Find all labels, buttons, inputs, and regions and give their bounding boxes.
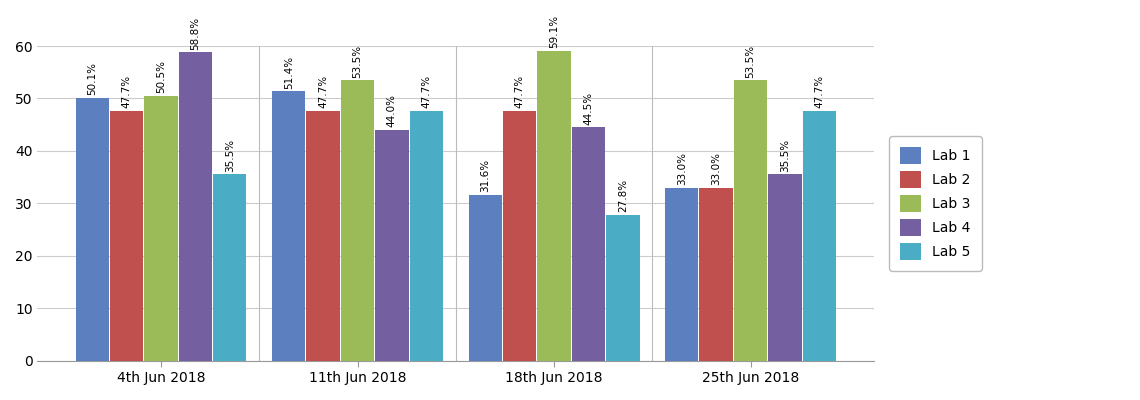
Bar [109,110,144,360]
Bar [409,110,443,360]
Text: 58.8%: 58.8% [190,17,201,50]
Text: 27.8%: 27.8% [618,179,628,212]
Text: 31.6%: 31.6% [480,159,490,192]
Bar [179,52,212,360]
Bar [734,80,767,360]
Bar [700,188,733,360]
Bar [469,195,502,360]
Text: 51.4%: 51.4% [284,56,294,88]
Bar [75,98,109,360]
Bar [537,51,571,360]
Bar [341,80,374,360]
Bar [803,110,836,360]
Text: 44.5%: 44.5% [584,92,594,125]
Text: 53.5%: 53.5% [352,44,363,78]
Text: 47.7%: 47.7% [814,75,824,108]
Bar [145,96,178,360]
Bar [272,91,306,360]
Bar [665,188,699,360]
Bar [606,215,640,360]
Text: 47.7%: 47.7% [318,75,328,108]
Text: 33.0%: 33.0% [711,152,722,185]
Bar [307,110,340,360]
Text: 50.1%: 50.1% [88,62,97,95]
Text: 47.7%: 47.7% [122,75,131,108]
Bar [503,110,536,360]
Bar [572,127,605,360]
Text: 44.0%: 44.0% [386,94,397,127]
Text: 59.1%: 59.1% [549,15,559,48]
Text: 47.7%: 47.7% [514,75,524,108]
Bar [768,174,801,360]
Text: 35.5%: 35.5% [225,139,235,172]
Bar [375,130,408,360]
Text: 53.5%: 53.5% [746,44,756,78]
Text: 47.7%: 47.7% [422,75,431,108]
Legend: Lab 1, Lab 2, Lab 3, Lab 4, Lab 5: Lab 1, Lab 2, Lab 3, Lab 4, Lab 5 [889,136,982,271]
Text: 35.5%: 35.5% [780,139,790,172]
Text: 33.0%: 33.0% [677,152,686,185]
Text: 50.5%: 50.5% [156,60,166,93]
Bar [213,174,246,360]
